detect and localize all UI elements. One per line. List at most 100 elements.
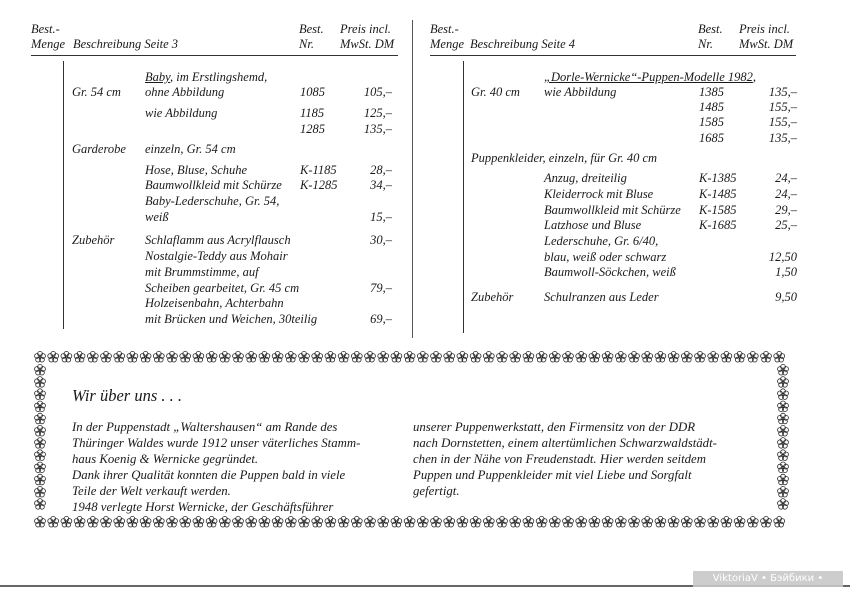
flower-icon <box>34 388 46 400</box>
row-description-text: einzeln, Gr. 54 cm <box>145 142 236 156</box>
flower-icon <box>73 516 86 528</box>
flower-icon <box>113 516 125 528</box>
flower-icon <box>364 516 376 528</box>
catalog-row: Latzhose und Bluse K-1685 25,– <box>0 217 850 233</box>
flower-icon <box>245 350 258 363</box>
row-price: 79,– <box>370 281 392 295</box>
row-description-text: Baumwoll-Söckchen, weiß <box>544 265 676 279</box>
flower-icon <box>350 516 363 528</box>
row-description-text: blau, weiß oder schwarz <box>544 250 667 264</box>
catalog-row: Holzeisenbahn, Achterbahn <box>0 295 850 311</box>
flower-icon <box>733 350 746 363</box>
flower-icon <box>496 516 508 528</box>
catalog-row: Baumwollkleid mit Schürze K-1585 29,– <box>0 202 850 218</box>
row-price: 24,– <box>775 187 797 201</box>
flower-icon <box>456 350 469 363</box>
header-beschreibung: Beschreibung Seite 4 <box>470 37 576 51</box>
flower-icon <box>139 350 152 363</box>
row-description-text: Nostalgie-Teddy aus Mohair <box>145 249 288 263</box>
row-description-text: Baumwollkleid mit Schürze <box>544 203 681 217</box>
flower-icon <box>680 350 693 363</box>
catalog-row: Puppenkleider, einzeln, für Gr. 40 cm <box>0 150 850 166</box>
flower-icon <box>34 498 46 510</box>
row-description: mit Brücken und Weichen, 30teilig <box>145 311 317 327</box>
row-description-text: mit Brummstimme, auf <box>145 265 259 279</box>
header-nr: Best. Nr. <box>299 22 324 52</box>
row-description: Lederschuhe, Gr. 6/40, <box>544 233 658 249</box>
paragraph-line: 1948 verlegte Horst Wernicke, der Geschä… <box>72 500 334 514</box>
header-nr: Best. Nr. <box>698 22 723 52</box>
row-description-text: Anzug, dreiteilig <box>544 171 627 185</box>
flower-icon <box>601 350 614 363</box>
row-description: weiß <box>145 209 169 225</box>
flower-icon <box>777 437 789 449</box>
flower-icon <box>641 350 654 363</box>
flower-icon <box>777 449 789 461</box>
flower-icon <box>773 516 786 528</box>
bottom-rule <box>0 585 850 587</box>
flower-icon <box>707 516 720 528</box>
flower-icon <box>522 350 535 363</box>
header-text: Preis incl. <box>340 22 391 36</box>
header-menge: Best.- Menge <box>430 22 464 52</box>
watermark: ViktoriaV • Бэйбики • babiki.ru <box>693 571 843 600</box>
flower-icon <box>126 516 139 528</box>
flower-icon <box>720 350 733 363</box>
flower-icon <box>258 350 271 363</box>
paragraph-line: In der Puppenstadt „Waltershausen“ am Ra… <box>72 420 338 434</box>
flower-icon <box>47 350 60 363</box>
catalog-row: blau, weiß oder schwarz 12,50 <box>0 249 850 265</box>
flower-icon <box>298 350 310 363</box>
flower-icon <box>271 350 284 363</box>
flower-icon <box>34 376 46 388</box>
flower-icon <box>377 516 390 528</box>
row-order-number: K-1685 <box>699 218 737 232</box>
catalog-row: 1485 155,– <box>0 99 850 115</box>
flower-icon <box>73 350 86 363</box>
row-description-text: mit Brücken und Weichen, 30teilig <box>145 312 318 326</box>
flower-icon <box>87 516 99 528</box>
flower-icon <box>548 516 561 528</box>
flower-icon <box>680 516 693 528</box>
row-price: 135,– <box>768 85 797 99</box>
flower-icon <box>47 516 60 528</box>
flower-icon <box>777 498 789 510</box>
flower-icon <box>258 516 271 528</box>
row-description: Hose, Bluse, Schuhe <box>145 162 247 178</box>
row-description-underlined: „Dorle-Wernicke“-Puppen-Modelle 1982 <box>544 70 753 84</box>
header-text: Nr. <box>698 37 713 51</box>
flower-icon <box>575 350 588 363</box>
header-text: MwSt. DM <box>739 37 794 51</box>
row-description: ohne Abbildung <box>145 84 224 100</box>
flower-icon <box>562 350 574 363</box>
catalog-row: 1685 135,– <box>0 130 850 146</box>
flower-icon <box>777 388 789 400</box>
row-description: wie Abbildung <box>145 105 217 121</box>
flower-icon <box>60 516 73 528</box>
flower-icon <box>34 485 46 498</box>
flower-icon <box>100 516 112 528</box>
flower-icon <box>614 516 627 528</box>
row-price: 155,– <box>768 100 797 114</box>
paragraph-line: Teile der Welt verkauft werden. <box>72 484 231 498</box>
flower-icon <box>179 350 191 363</box>
catalog-row: Baumwoll-Söckchen, weiß 1,50 <box>0 264 850 280</box>
paragraph-line: Dank ihrer Qualität konnten die Puppen b… <box>72 468 346 482</box>
flower-icon <box>430 516 442 528</box>
row-description-text: Hose, Bluse, Schuhe <box>145 163 248 177</box>
row-order-number: K-1185 <box>300 163 337 177</box>
flower-icon <box>760 350 772 363</box>
flower-icon <box>324 350 337 363</box>
row-price: 105,– <box>363 85 392 99</box>
flower-icon <box>641 516 654 528</box>
row-order-number: 1685 <box>699 131 724 145</box>
flower-icon <box>760 516 772 528</box>
row-description-text: ohne Abbildung <box>145 85 225 99</box>
catalog-row: mit Brücken und Weichen, 30teilig 69,– <box>0 311 850 327</box>
flower-icon <box>777 400 789 413</box>
catalog-row: wie Abbildung 1185 125,– <box>0 105 850 121</box>
catalog-row: Zubehör Schlaflamm aus Acrylflausch 30,– <box>0 232 850 248</box>
row-price: 30,– <box>370 233 392 247</box>
flower-icon <box>628 516 640 528</box>
flower-icon <box>773 350 786 363</box>
